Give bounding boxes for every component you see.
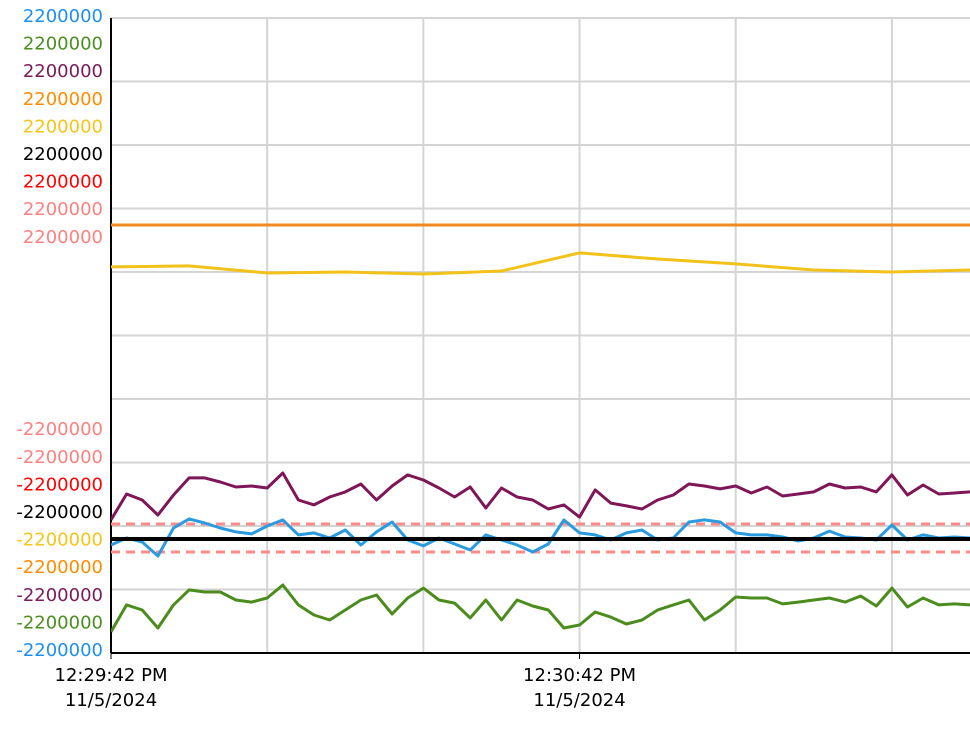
y-axis-max-label: 2200000 [23, 116, 103, 137]
series-line [111, 517, 970, 558]
y-axis-max-label: 2200000 [23, 144, 103, 165]
series-line [111, 251, 970, 276]
y-axis-min-label: -2200000 [16, 474, 103, 495]
y-axis-min-label: -2200000 [16, 419, 103, 440]
y-axis-min-label: -2200000 [16, 612, 103, 633]
series-line [111, 471, 970, 521]
y-axis-max-label: 2200000 [23, 61, 103, 82]
y-axis-max-label: 2200000 [23, 199, 103, 220]
x-tick-label: 12:29:42 PM 11/5/2024 [54, 665, 168, 711]
series-line [111, 583, 970, 633]
y-axis-min-label: -2200000 [16, 502, 103, 523]
y-axis-max-label: 2200000 [23, 34, 103, 55]
y-axis-min-label: -2200000 [16, 530, 103, 551]
y-axis-max-label: 2200000 [23, 89, 103, 110]
y-axis-max-label: 2200000 [23, 227, 103, 248]
y-axis-min-label: -2200000 [16, 640, 103, 661]
y-axis-min-label: -2200000 [16, 585, 103, 606]
y-axis-max-label: 2200000 [23, 172, 103, 193]
y-axis-min-label: -2200000 [16, 557, 103, 578]
x-tick-label: 12:30:42 PM 11/5/2024 [523, 665, 637, 711]
y-axis-min-label: -2200000 [16, 447, 103, 468]
y-axis-max-label: 2200000 [23, 6, 103, 27]
